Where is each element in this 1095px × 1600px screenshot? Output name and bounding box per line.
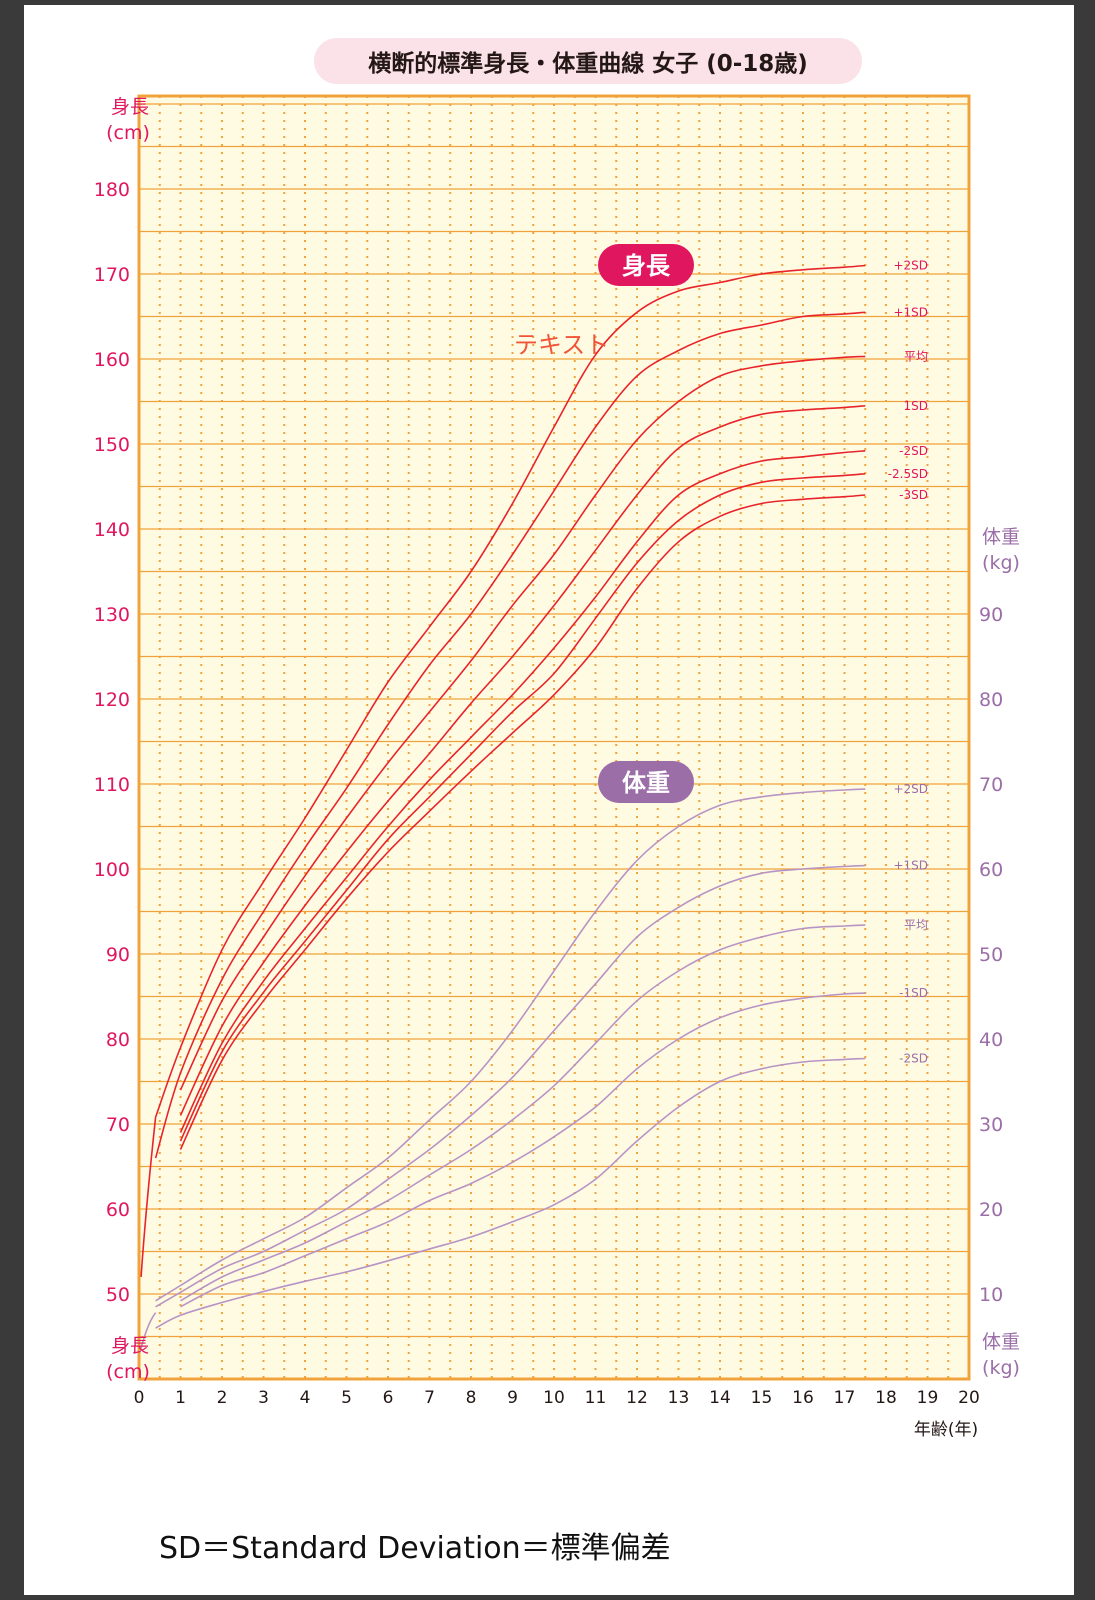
- height-axis-title-bottom: 身長 (cm): [106, 1335, 150, 1383]
- weight-tick-label: 10: [979, 1284, 1003, 1306]
- weight-series-label: -1SD: [899, 986, 928, 1000]
- height-curves: [140, 264, 866, 1278]
- height-curve: [154, 311, 866, 1159]
- weight-badge: 体重: [598, 761, 694, 803]
- height-badge-label: 身長: [622, 252, 671, 280]
- x-tick-label: 13: [668, 1388, 690, 1408]
- weight-axis-unit-bottom: (kg): [982, 1357, 1020, 1379]
- x-tick-label: 18: [875, 1388, 897, 1408]
- height-tick-label: 150: [94, 434, 130, 456]
- height-tick-label: 130: [94, 604, 130, 626]
- x-tick-label: 10: [543, 1388, 565, 1408]
- x-tick-label: 5: [341, 1388, 352, 1408]
- height-tick-label: 100: [94, 859, 130, 881]
- weight-curve: [155, 788, 866, 1302]
- weight-axis-label-bottom: 体重: [982, 1331, 1020, 1353]
- weight-axis-title-bottom: 体重 (kg): [982, 1331, 1020, 1379]
- weight-curve: [155, 1057, 866, 1329]
- annotation-text: テキスト: [514, 331, 609, 359]
- height-series-label: +1SD: [893, 305, 928, 319]
- weight-curve: [180, 924, 866, 1302]
- weight-series-label: -2SD: [899, 1052, 928, 1066]
- weight-curves: [138, 788, 866, 1356]
- x-tick-label: 11: [585, 1388, 607, 1408]
- footnote: SD＝Standard Deviation＝標準偏差: [159, 1531, 671, 1566]
- weight-tick-label: 20: [979, 1199, 1003, 1221]
- height-tick-label: 140: [94, 519, 130, 541]
- height-curve: [154, 264, 866, 1118]
- weight-tick-label: 90: [979, 604, 1003, 626]
- x-tick-label: 16: [792, 1388, 814, 1408]
- height-curve-infant: [140, 1117, 157, 1278]
- height-tick-label: 50: [106, 1284, 130, 1306]
- x-tick-label: 7: [424, 1388, 435, 1408]
- weight-curve: [180, 992, 866, 1308]
- growth-chart: 5060708090100110120130140150160170180102…: [94, 94, 1020, 1440]
- height-badge: 身長: [598, 244, 694, 286]
- weight-axis-title-top: 体重 (kg): [982, 526, 1020, 574]
- x-axis-label: 年齢(年): [914, 1420, 978, 1440]
- weight-axis-unit: (kg): [982, 552, 1020, 574]
- height-curve: [179, 405, 866, 1116]
- x-tick-label: 4: [300, 1388, 311, 1408]
- height-tick-label: 180: [94, 179, 130, 201]
- height-axis-unit-bottom: (cm): [106, 1361, 150, 1383]
- weight-axis-label: 体重: [982, 526, 1020, 548]
- x-tick-label: 20: [958, 1388, 980, 1408]
- x-tick-label: 15: [751, 1388, 773, 1408]
- weight-tick-label: 40: [979, 1029, 1003, 1051]
- chart-title: 横断的標準身長・体重曲線 女子 (0-18歳): [314, 38, 862, 84]
- height-axis-title-top: 身長 (cm): [106, 96, 150, 144]
- height-series-label: 平均: [904, 349, 928, 363]
- height-series-label: +2SD: [893, 259, 928, 273]
- x-tick-label: 8: [466, 1388, 477, 1408]
- height-series-label: -3SD: [899, 488, 928, 502]
- height-curve: [179, 450, 866, 1133]
- height-series-label: -2.5SD: [888, 467, 928, 481]
- weight-series-label: 平均: [904, 918, 928, 932]
- x-tick-label: 6: [383, 1388, 394, 1408]
- weight-tick-label: 70: [979, 774, 1003, 796]
- weight-tick-label: 50: [979, 944, 1003, 966]
- x-tick-label: 17: [834, 1388, 856, 1408]
- height-curve: [179, 473, 866, 1142]
- height-curve: [179, 355, 866, 1091]
- height-axis-label: 身長: [111, 96, 149, 118]
- weight-series-label: +1SD: [893, 859, 928, 873]
- height-tick-label: 110: [94, 774, 130, 796]
- grid: [139, 96, 969, 1379]
- height-tick-label: 160: [94, 349, 130, 371]
- weight-series-label: +2SD: [893, 782, 928, 796]
- x-tick-label: 9: [507, 1388, 518, 1408]
- x-tick-label: 2: [217, 1388, 228, 1408]
- height-tick-label: 170: [94, 264, 130, 286]
- height-curve: [179, 494, 866, 1150]
- axis-tick-labels: 5060708090100110120130140150160170180102…: [94, 179, 1003, 1408]
- weight-badge-label: 体重: [622, 769, 670, 797]
- height-axis-unit: (cm): [106, 122, 150, 144]
- weight-tick-label: 80: [979, 689, 1003, 711]
- x-tick-label: 0: [134, 1388, 145, 1408]
- chart-page: 50 60 70 80 90 100 110 120 130 140 150 160 170 180 10 2…: [24, 5, 1074, 1595]
- height-series-label: 1SD: [904, 399, 929, 413]
- weight-tick-label: 30: [979, 1114, 1003, 1136]
- series-labels: +2SD +1SD 平均 1SD -2SD -2.5SD -3SD +2SD +1SD 平均 -1S…: [888, 259, 928, 1066]
- height-tick-label: 70: [106, 1114, 130, 1136]
- weight-tick-label: 60: [979, 859, 1003, 881]
- height-tick-label: 120: [94, 689, 130, 711]
- x-tick-label: 14: [709, 1388, 731, 1408]
- height-axis-label-bottom: 身長: [111, 1335, 149, 1357]
- weight-curve: [155, 864, 866, 1308]
- x-tick-label: 19: [917, 1388, 939, 1408]
- x-tick-label: 12: [626, 1388, 648, 1408]
- height-tick-label: 60: [106, 1199, 130, 1221]
- x-tick-label: 1: [175, 1388, 186, 1408]
- plot-frame: [137, 94, 971, 1381]
- height-tick-label: 80: [106, 1029, 130, 1051]
- x-tick-label: 3: [258, 1388, 269, 1408]
- height-tick-label: 90: [106, 944, 130, 966]
- height-series-label: -2SD: [899, 444, 928, 458]
